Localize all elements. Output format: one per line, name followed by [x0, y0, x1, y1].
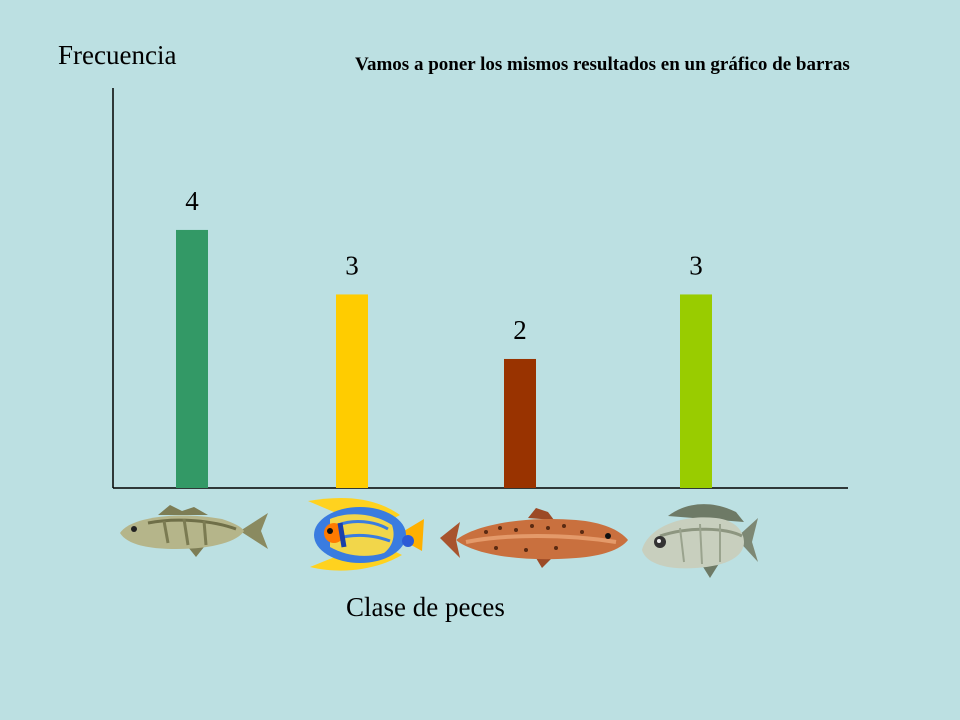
bar-value-label-4: 3	[689, 250, 703, 280]
bar-value-label-2: 3	[345, 250, 359, 280]
bar-value-label-1: 4	[185, 186, 199, 216]
bar-2	[336, 294, 368, 488]
bar-3	[504, 358, 536, 488]
zander-fish-icon	[120, 505, 268, 557]
angelfish-icon	[308, 497, 424, 571]
trout-fish-icon	[440, 508, 628, 568]
bar-4	[680, 294, 712, 488]
bar-value-label-3: 2	[513, 315, 527, 345]
y-axis-label: Frecuencia	[58, 40, 177, 70]
bar-1	[176, 229, 208, 488]
x-axis-label: Clase de peces	[346, 592, 505, 622]
slide-note: Vamos a poner los mismos resultados en u…	[355, 54, 850, 75]
sea-bream-fish-icon	[642, 504, 758, 578]
bars-group: 4 3 2 3	[176, 186, 712, 488]
